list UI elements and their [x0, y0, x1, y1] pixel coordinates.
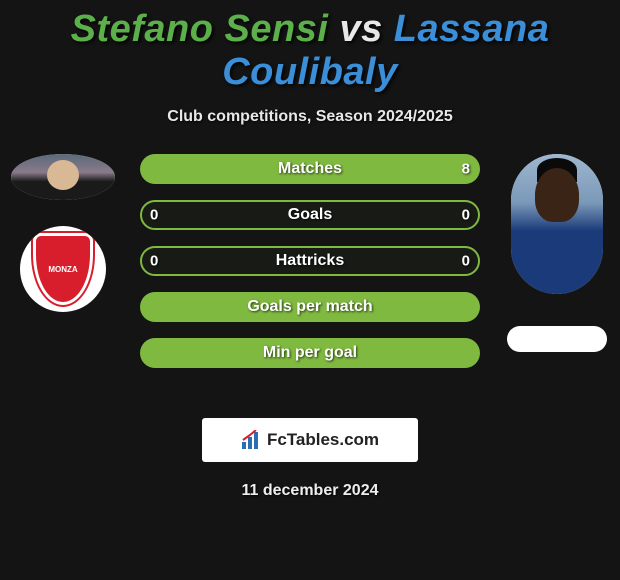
stat-bar: Min per goal: [140, 338, 480, 368]
bar-right-value: 0: [462, 253, 470, 270]
vs-text: vs: [339, 8, 382, 50]
monza-badge-icon: MONZA: [33, 233, 93, 305]
comparison-title: Stefano Sensi vs Lassana Coulibaly: [0, 0, 620, 94]
bar-label: Matches: [278, 160, 342, 178]
stat-bar: 0 0 Hattricks: [140, 246, 480, 276]
player2-face-icon: [511, 154, 603, 294]
bars-icon: [241, 430, 263, 450]
player2-team-badge: [507, 326, 607, 352]
bar-label: Hattricks: [276, 252, 344, 270]
player1-avatar: [11, 154, 115, 200]
bar-label: Goals per match: [247, 298, 372, 316]
stat-bar: 8 Matches: [140, 154, 480, 184]
player1-face-icon: [11, 154, 115, 200]
bar-left-value: 0: [150, 253, 158, 270]
stat-bar: Goals per match: [140, 292, 480, 322]
bar-right-value: 8: [462, 161, 470, 178]
player1-team-badge: MONZA: [20, 226, 106, 312]
comparison-content: MONZA 8 Matches 0 0 Goals 0 0 Hattricks Goals pe…: [0, 154, 620, 404]
stats-bars: 8 Matches 0 0 Goals 0 0 Hattricks Goals per matc…: [140, 154, 480, 384]
bar-label: Goals: [288, 206, 332, 224]
bar-label: Min per goal: [263, 344, 357, 362]
bar-left-value: 0: [150, 207, 158, 224]
player2-avatar: [511, 154, 603, 294]
logo-text: FcTables.com: [267, 430, 379, 450]
fctables-logo: FcTables.com: [202, 418, 418, 462]
stat-bar: 0 0 Goals: [140, 200, 480, 230]
player1-column: MONZA: [8, 154, 118, 312]
player1-name: Stefano Sensi: [71, 8, 329, 50]
bar-right-value: 0: [462, 207, 470, 224]
subtitle: Club competitions, Season 2024/2025: [0, 108, 620, 126]
player2-column: [502, 154, 612, 352]
date-text: 11 december 2024: [0, 482, 620, 500]
